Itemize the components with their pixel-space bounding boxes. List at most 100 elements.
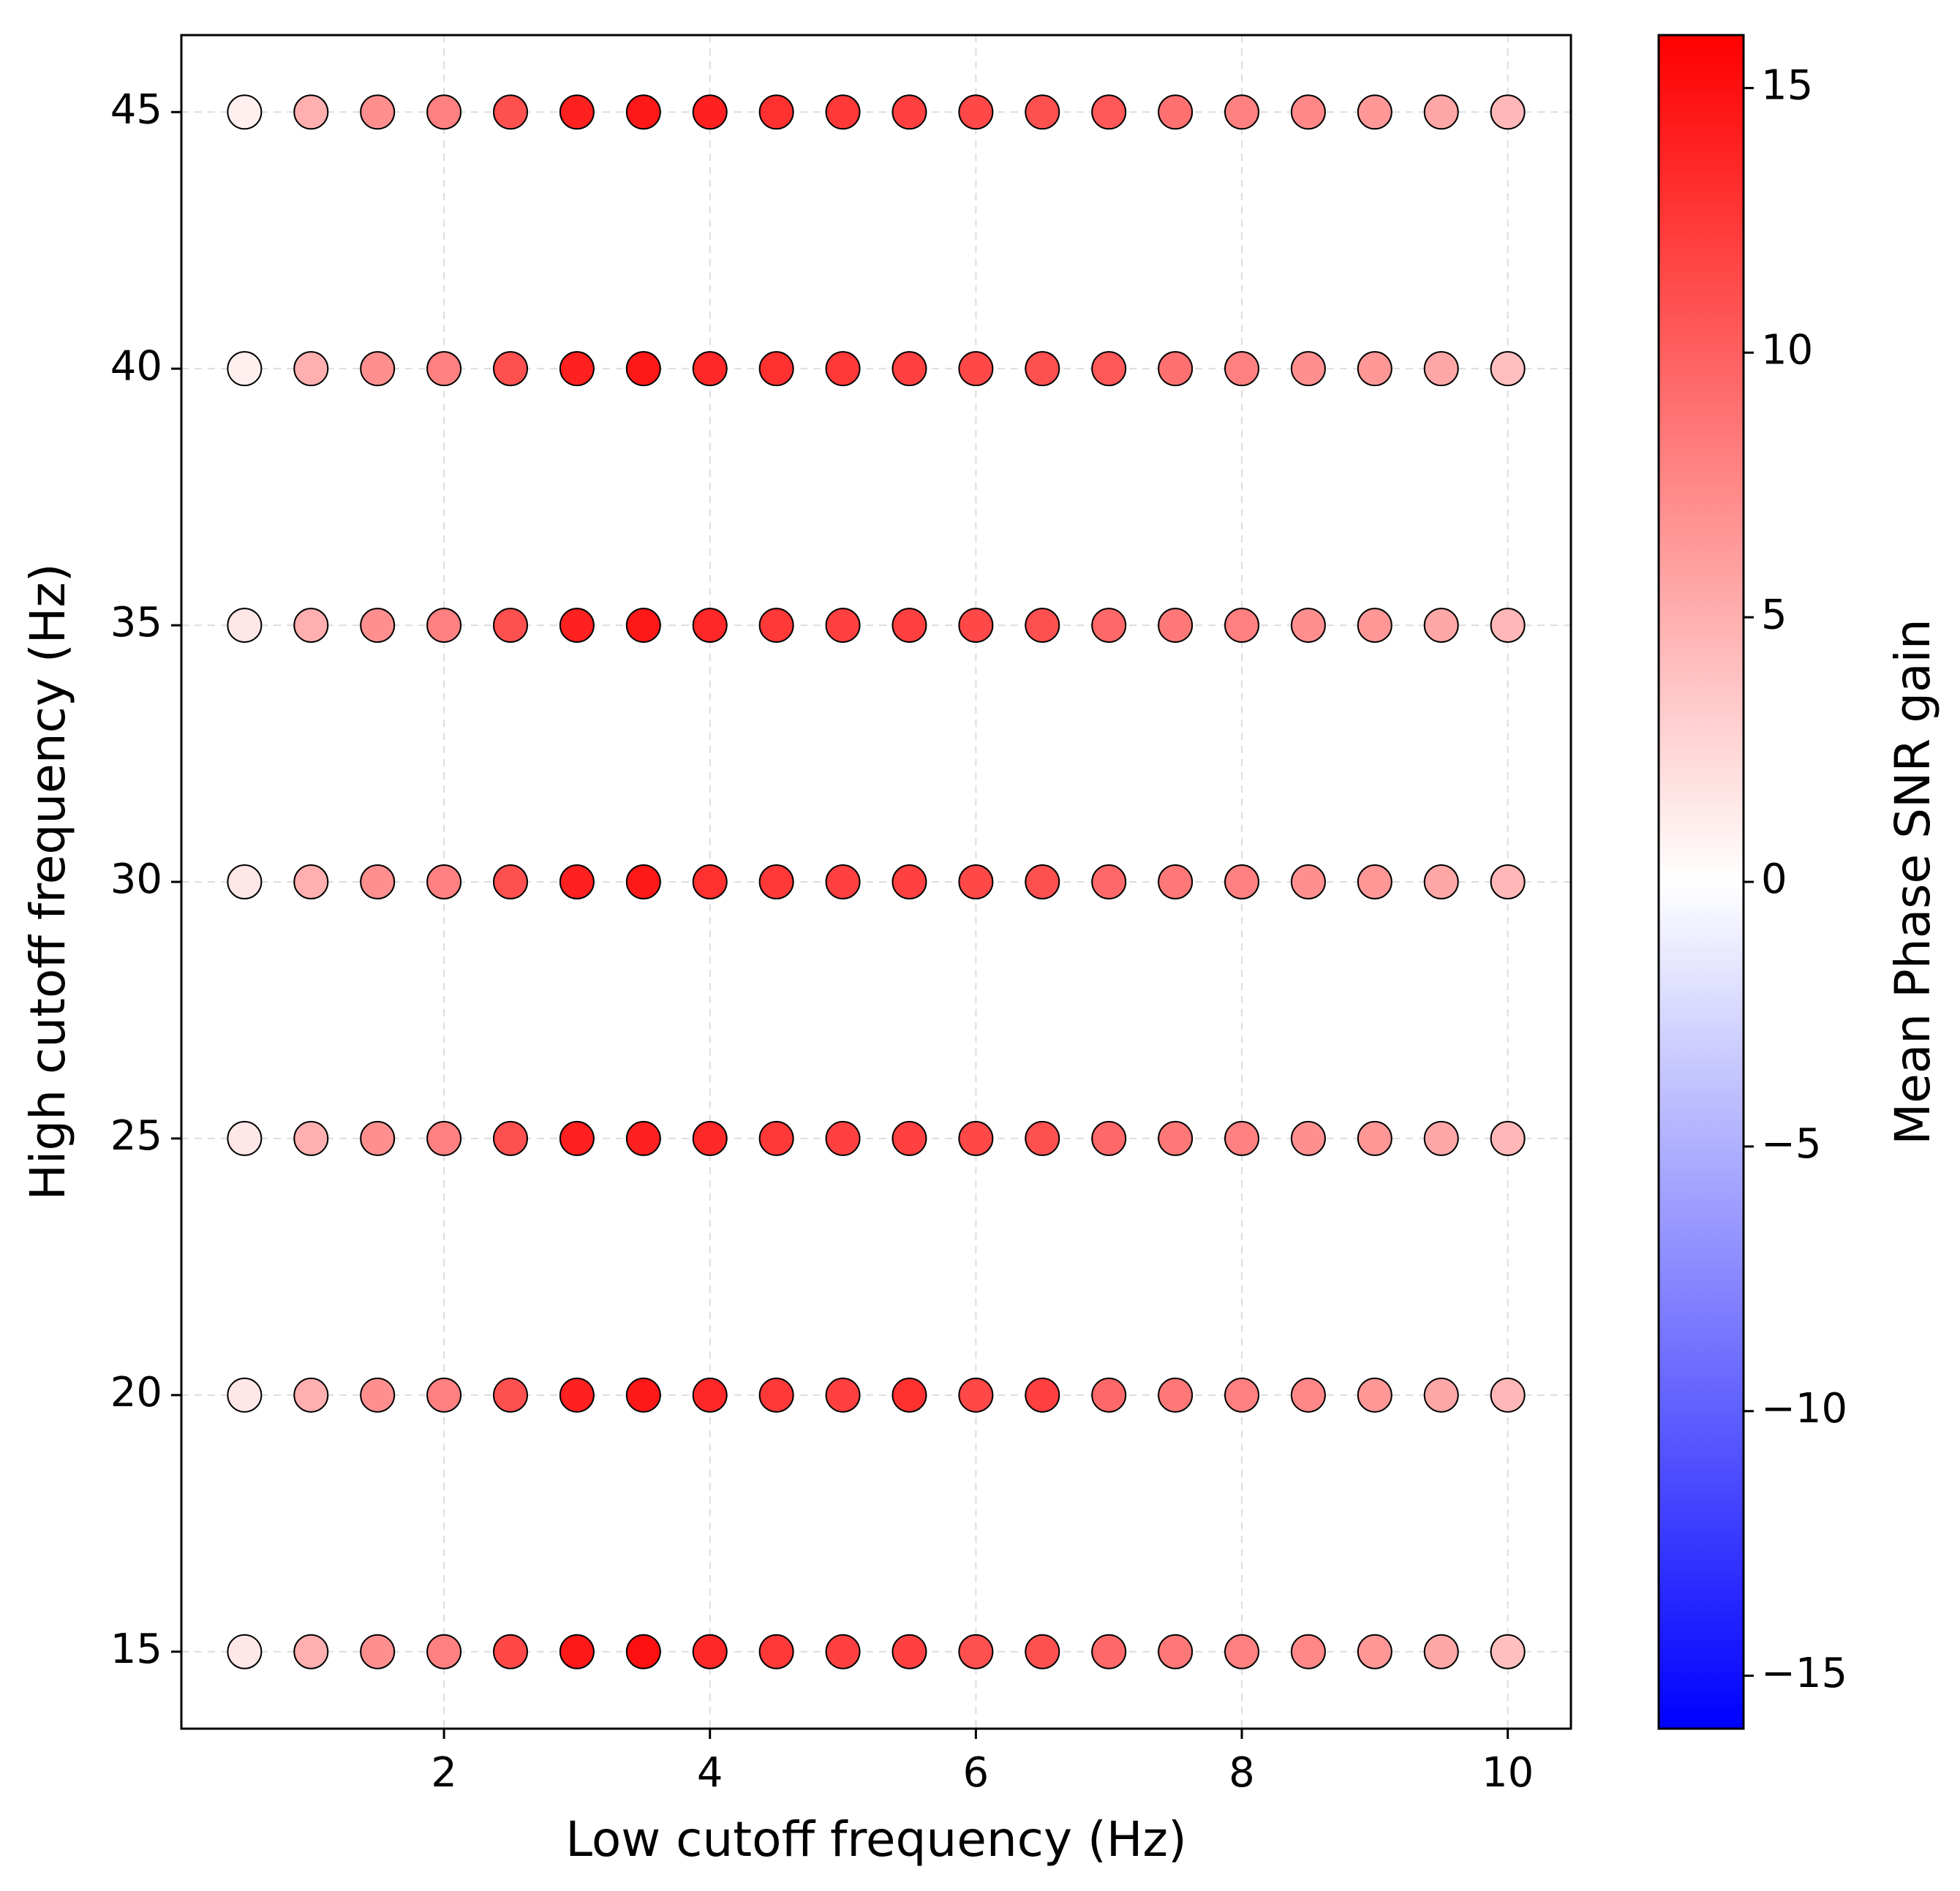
scatter-point [1490,864,1526,899]
scatter-point [1357,1634,1392,1669]
scatter-point [1357,351,1392,387]
scatter-point [1025,94,1060,130]
scatter-point [1158,1377,1194,1413]
scatter-point [1357,94,1392,130]
scatter-point [360,1377,396,1413]
scatter-point [692,351,728,387]
scatter-point [559,1377,595,1413]
scatter-point [625,351,661,387]
scatter-point [1025,1120,1060,1156]
scatter-point [1490,94,1526,130]
scatter-point [1423,864,1459,899]
scatter-point [559,94,595,130]
scatter-point [293,608,329,643]
x-tick-label: 10 [1482,1749,1534,1797]
scatter-point [1224,864,1259,899]
scatter-point [293,94,329,130]
scatter-point [1025,1634,1060,1669]
scatter-point [426,351,462,387]
scatter-point [758,608,794,643]
scatter-point [1423,94,1459,130]
scatter-point [559,1634,595,1669]
scatter-point [426,1634,462,1669]
scatter-point [1490,1120,1526,1156]
scatter-point [426,94,462,130]
y-tick-label: 20 [110,1369,162,1416]
scatter-point [892,1120,927,1156]
scatter-point [360,94,396,130]
scatter-point [1091,351,1127,387]
scatter-point [493,351,528,387]
scatter-point [293,351,329,387]
scatter-point [1158,94,1194,130]
scatter-point [1357,608,1392,643]
scatter-point [493,1377,528,1413]
scatter-point [1224,351,1259,387]
scatter-point [1290,1377,1326,1413]
colorbar-tick-label: 0 [1761,856,1787,903]
y-tick-label: 30 [110,856,162,903]
scatter-point [1025,351,1060,387]
scatter-point [1423,1377,1459,1413]
scatter-point [227,351,263,387]
scatter-point [559,864,595,899]
scatter-point [1357,864,1392,899]
y-tick-label: 40 [110,342,162,390]
scatter-point [1091,1120,1127,1156]
scatter-point [1158,864,1194,899]
y-tick-label: 45 [110,86,162,133]
scatter-point [1091,608,1127,643]
scatter-point [360,1634,396,1669]
scatter-point [360,608,396,643]
scatter-point [625,94,661,130]
scatter-point [559,1120,595,1156]
scatter-point [625,864,661,899]
scatter-point [825,1377,861,1413]
scatter-point [493,94,528,130]
scatter-point [1490,1377,1526,1413]
scatter-point [1091,94,1127,130]
x-tick-label: 4 [697,1749,723,1797]
scatter-point [559,351,595,387]
scatter-point [559,608,595,643]
scatter-point [1290,864,1326,899]
scatter-point [1490,1634,1526,1669]
plot-frame [180,34,1572,1730]
scatter-point [293,864,329,899]
scatter-point [958,351,994,387]
scatter-point [825,1634,861,1669]
colorbar-tick-label: −5 [1761,1120,1822,1168]
colorbar-tick-label: −10 [1761,1385,1847,1433]
y-tick-label: 25 [110,1112,162,1160]
scatter-point [1290,351,1326,387]
x-axis-label: Low cutoff frequency (Hz) [565,1811,1187,1868]
scatter-point [1423,1120,1459,1156]
scatter-point [1025,1377,1060,1413]
scatter-point [1423,608,1459,643]
x-tick-label: 6 [963,1749,990,1797]
scatter-point [1224,1120,1259,1156]
scatter-point [892,351,927,387]
scatter-point [227,608,263,643]
colorbar-tick-label: −15 [1761,1650,1847,1697]
scatter-point [1357,1120,1392,1156]
scatter-point [293,1377,329,1413]
scatter-point [360,351,396,387]
scatter-point [227,1634,263,1669]
scatter-point [227,864,263,899]
x-tick-label: 2 [431,1749,457,1797]
scatter-point [1290,1634,1326,1669]
scatter-point [692,1377,728,1413]
scatter-point [1290,94,1326,130]
colorbar [1657,34,1745,1730]
scatter-point [625,1634,661,1669]
scatter-point [227,1120,263,1156]
scatter-point [758,864,794,899]
scatter-point [958,864,994,899]
scatter-point [958,1377,994,1413]
scatter-point [825,94,861,130]
scatter-point [692,94,728,130]
scatter-point [892,608,927,643]
scatter-point [1423,351,1459,387]
